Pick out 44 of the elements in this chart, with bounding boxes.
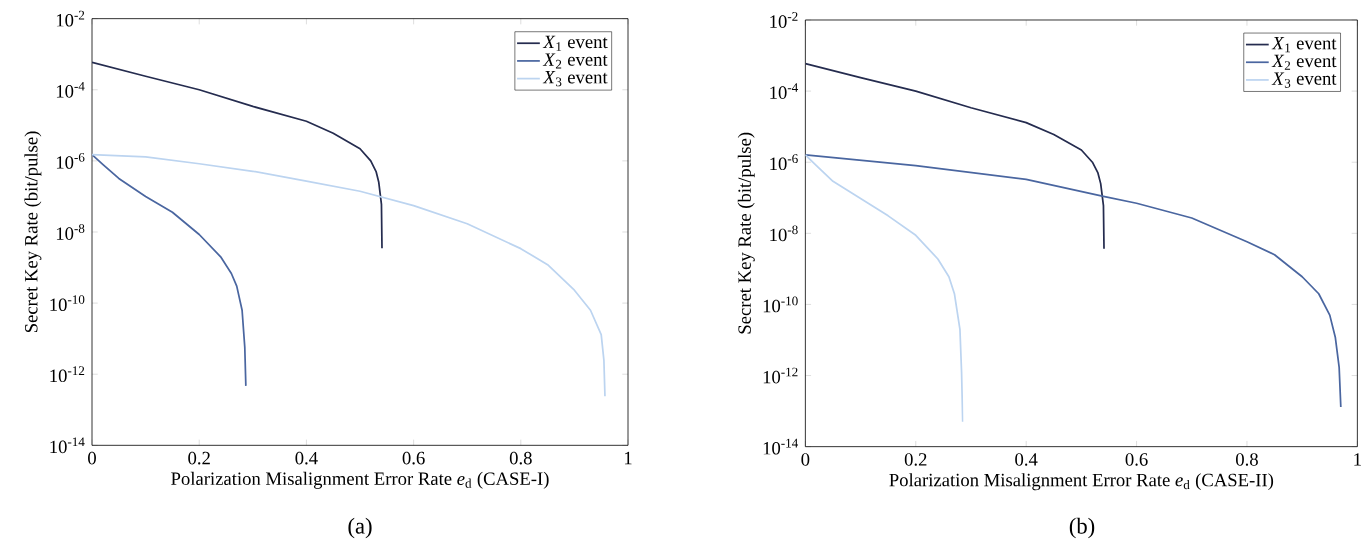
text: (a) [348, 517, 372, 539]
line-series [805, 154, 1342, 408]
legend-label: X$_{3}$ event [1271, 72, 1337, 88]
line-series [92, 61, 383, 250]
y-tick-label: 10$^{-10}$ [763, 296, 798, 313]
x-tick-label: 0.6 [402, 451, 425, 465]
legend-label: X$_{1}$ event [542, 35, 608, 51]
x-tick-label: 0.4 [295, 451, 318, 465]
line-series [92, 153, 606, 398]
legend-label: X$_{2}$ event [1271, 54, 1337, 70]
x-tick-label: 0.2 [904, 453, 927, 466]
y-tick-label: 10$^{-6}$ [56, 152, 85, 169]
y-tick-label: 10$^{-2}$ [770, 12, 798, 28]
y-axis-title: Secret Key Rate (bit/pulse) [737, 132, 755, 334]
y-tick-label: 10$^{-14}$ [763, 438, 799, 455]
x-tick-label: 0.4 [1015, 453, 1038, 466]
y-axis-title: Secret Key Rate (bit/pulse) [24, 131, 42, 333]
y-tick-label: 10$^{-4}$ [56, 81, 85, 98]
x-axis-title: Polarization Misalignment Error Rate e$_{d}$ (CASE-II) [889, 473, 1274, 491]
y-tick-label: 10$^{-12}$ [50, 366, 85, 383]
legend-label: X$_{2}$ event [542, 53, 608, 69]
line-series [805, 62, 1105, 250]
legend-label: X$_{1}$ event [1271, 37, 1337, 53]
y-tick-label: 10$^{-8}$ [56, 224, 85, 240]
x-axis-title: Polarization Misalignment Error Rate e$_{d}$ (CASE-I) [171, 471, 549, 489]
y-tick-label: 10$^{-4}$ [770, 83, 799, 99]
x-tick-label: 1 [624, 451, 632, 465]
y-tick-label: 10$^{-8}$ [770, 225, 798, 242]
y-tick-label: 10$^{-12}$ [763, 367, 798, 384]
x-tick-label: 0.8 [1236, 453, 1258, 466]
y-tick-label: 10$^{-2}$ [56, 10, 85, 27]
x-tick-label: 0 [801, 453, 810, 466]
y-tick-label: 10$^{-14}$ [50, 437, 85, 454]
x-tick-label: 0 [88, 451, 96, 465]
y-tick-label: 10$^{-6}$ [770, 154, 798, 171]
x-tick-label: 0.6 [1125, 453, 1148, 466]
line-series [92, 153, 247, 387]
x-tick-label: 1 [1354, 453, 1361, 466]
text: (b) [1069, 517, 1095, 539]
legend-label: X$_{3}$ event [542, 71, 608, 87]
x-tick-label: 0.2 [188, 451, 210, 465]
y-tick-label: 10$^{-10}$ [50, 295, 85, 312]
line-series [805, 154, 964, 423]
x-tick-label: 0.8 [509, 451, 532, 465]
